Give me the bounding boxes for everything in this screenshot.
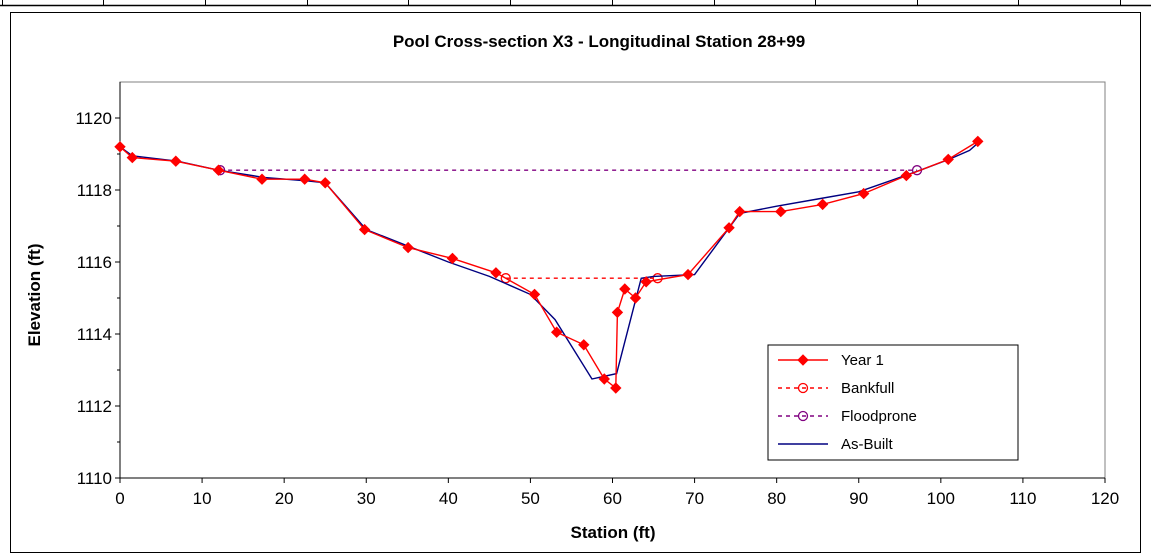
top-strip (0, 0, 1151, 7)
series-year1-point (734, 205, 746, 218)
series-year1-point (490, 267, 502, 279)
x-tick-label: 90 (849, 489, 868, 508)
series-year1-point (619, 283, 631, 295)
x-tick-label: 0 (115, 489, 124, 508)
x-tick-label: 80 (767, 489, 786, 508)
series-bankfull (500, 273, 663, 284)
chart-frame (10, 12, 1141, 553)
series-year1-point (857, 187, 870, 200)
x-tick-label: 40 (439, 489, 458, 508)
y-tick-label: 1114 (77, 325, 112, 344)
legend-marker-floodprone (797, 410, 809, 422)
series-year1-point (900, 169, 913, 182)
axes: 0 10 20 30 40 50 60 70 80 90 100 110 120 1110 1112 1114… (75, 81, 1119, 508)
series-layer (114, 135, 984, 394)
series-year1-point (446, 252, 459, 265)
series-year1-point (942, 153, 954, 166)
series-year1-point (775, 205, 787, 218)
series-bankfull-point (652, 273, 663, 284)
y-tick-label: 1120 (75, 109, 112, 128)
x-tick-label: 20 (275, 489, 294, 508)
series-year1-point (598, 373, 610, 385)
series-year1-point (358, 223, 371, 236)
series-year1-point (816, 198, 829, 211)
series-year1-point (212, 164, 225, 176)
series-year1-point (640, 276, 652, 288)
y-tick-label: 1110 (77, 469, 112, 488)
y-tick-label: 1118 (77, 181, 112, 200)
series-year1-point (611, 306, 624, 319)
legend-label-asbuilt: As-Built (841, 436, 894, 453)
x-tick-label: 110 (1009, 489, 1036, 508)
y-axis-title: Elevation (ft) (25, 244, 44, 347)
y-tick-label: 1112 (77, 397, 112, 416)
series-year1-point (256, 173, 268, 185)
x-axis-title: Station (ft) (571, 523, 656, 542)
x-tick-label: 70 (685, 489, 704, 508)
series-year1-point (682, 268, 694, 281)
series-year1-point (126, 151, 139, 164)
chart-title: Pool Cross-section X3 - Longitudinal Sta… (393, 32, 805, 51)
x-tick-label: 120 (1091, 489, 1119, 508)
x-tick-label: 60 (603, 489, 622, 508)
y-tick-label: 1116 (77, 253, 112, 272)
series-year1-point (972, 135, 984, 148)
series-year1 (114, 135, 984, 394)
series-year1-point (528, 288, 541, 301)
series-year1-point (610, 382, 622, 394)
series-year1-point (578, 339, 590, 351)
series-year1-point (319, 177, 331, 189)
legend-label-bankfull: Bankfull (841, 380, 894, 397)
series-year1-point (402, 241, 414, 254)
series-year1-point (114, 141, 126, 153)
series-year1-point (170, 155, 182, 167)
series-bankfull-point (500, 273, 511, 284)
x-tick-label: 10 (193, 489, 212, 508)
legend: Year 1 Bankfull Floodprone As-Built (767, 344, 1019, 461)
legend-box (767, 344, 1019, 461)
series-year1-point (298, 173, 311, 185)
x-tick-label: 50 (521, 489, 540, 508)
series-year1-point (550, 326, 563, 338)
legend-marker-year1 (797, 354, 809, 366)
series-year1-point (629, 292, 642, 304)
x-tick-label: 30 (357, 489, 376, 508)
x-tick-label: 100 (927, 489, 955, 508)
legend-label-year1: Year 1 (841, 352, 884, 369)
legend-marker-bankfull (797, 382, 809, 394)
series-year1-point (723, 222, 735, 234)
legend-label-floodprone: Floodprone (841, 408, 917, 425)
